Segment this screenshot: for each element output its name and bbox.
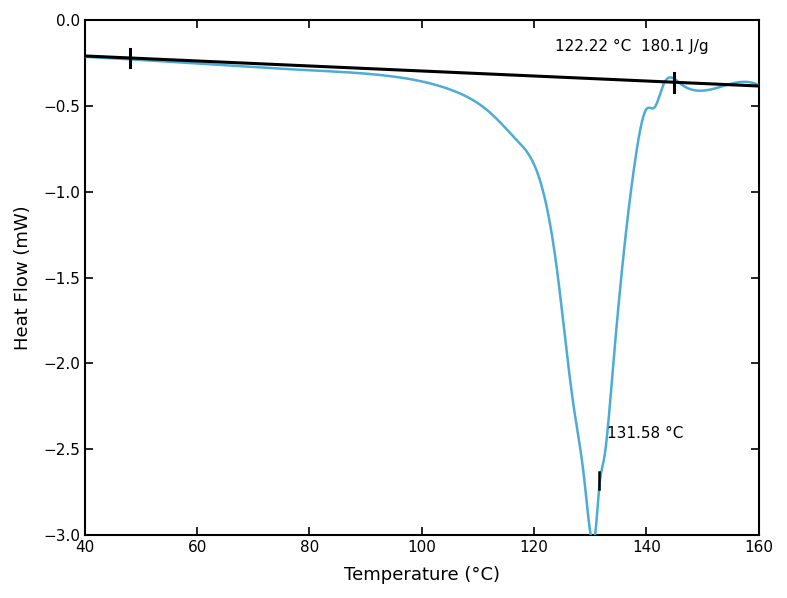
Y-axis label: Heat Flow (mW): Heat Flow (mW) <box>14 205 32 350</box>
Text: 131.58 °C: 131.58 °C <box>608 426 684 441</box>
Text: 122.22 °C  180.1 J/g: 122.22 °C 180.1 J/g <box>555 39 708 54</box>
X-axis label: Temperature (°C): Temperature (°C) <box>344 566 500 584</box>
